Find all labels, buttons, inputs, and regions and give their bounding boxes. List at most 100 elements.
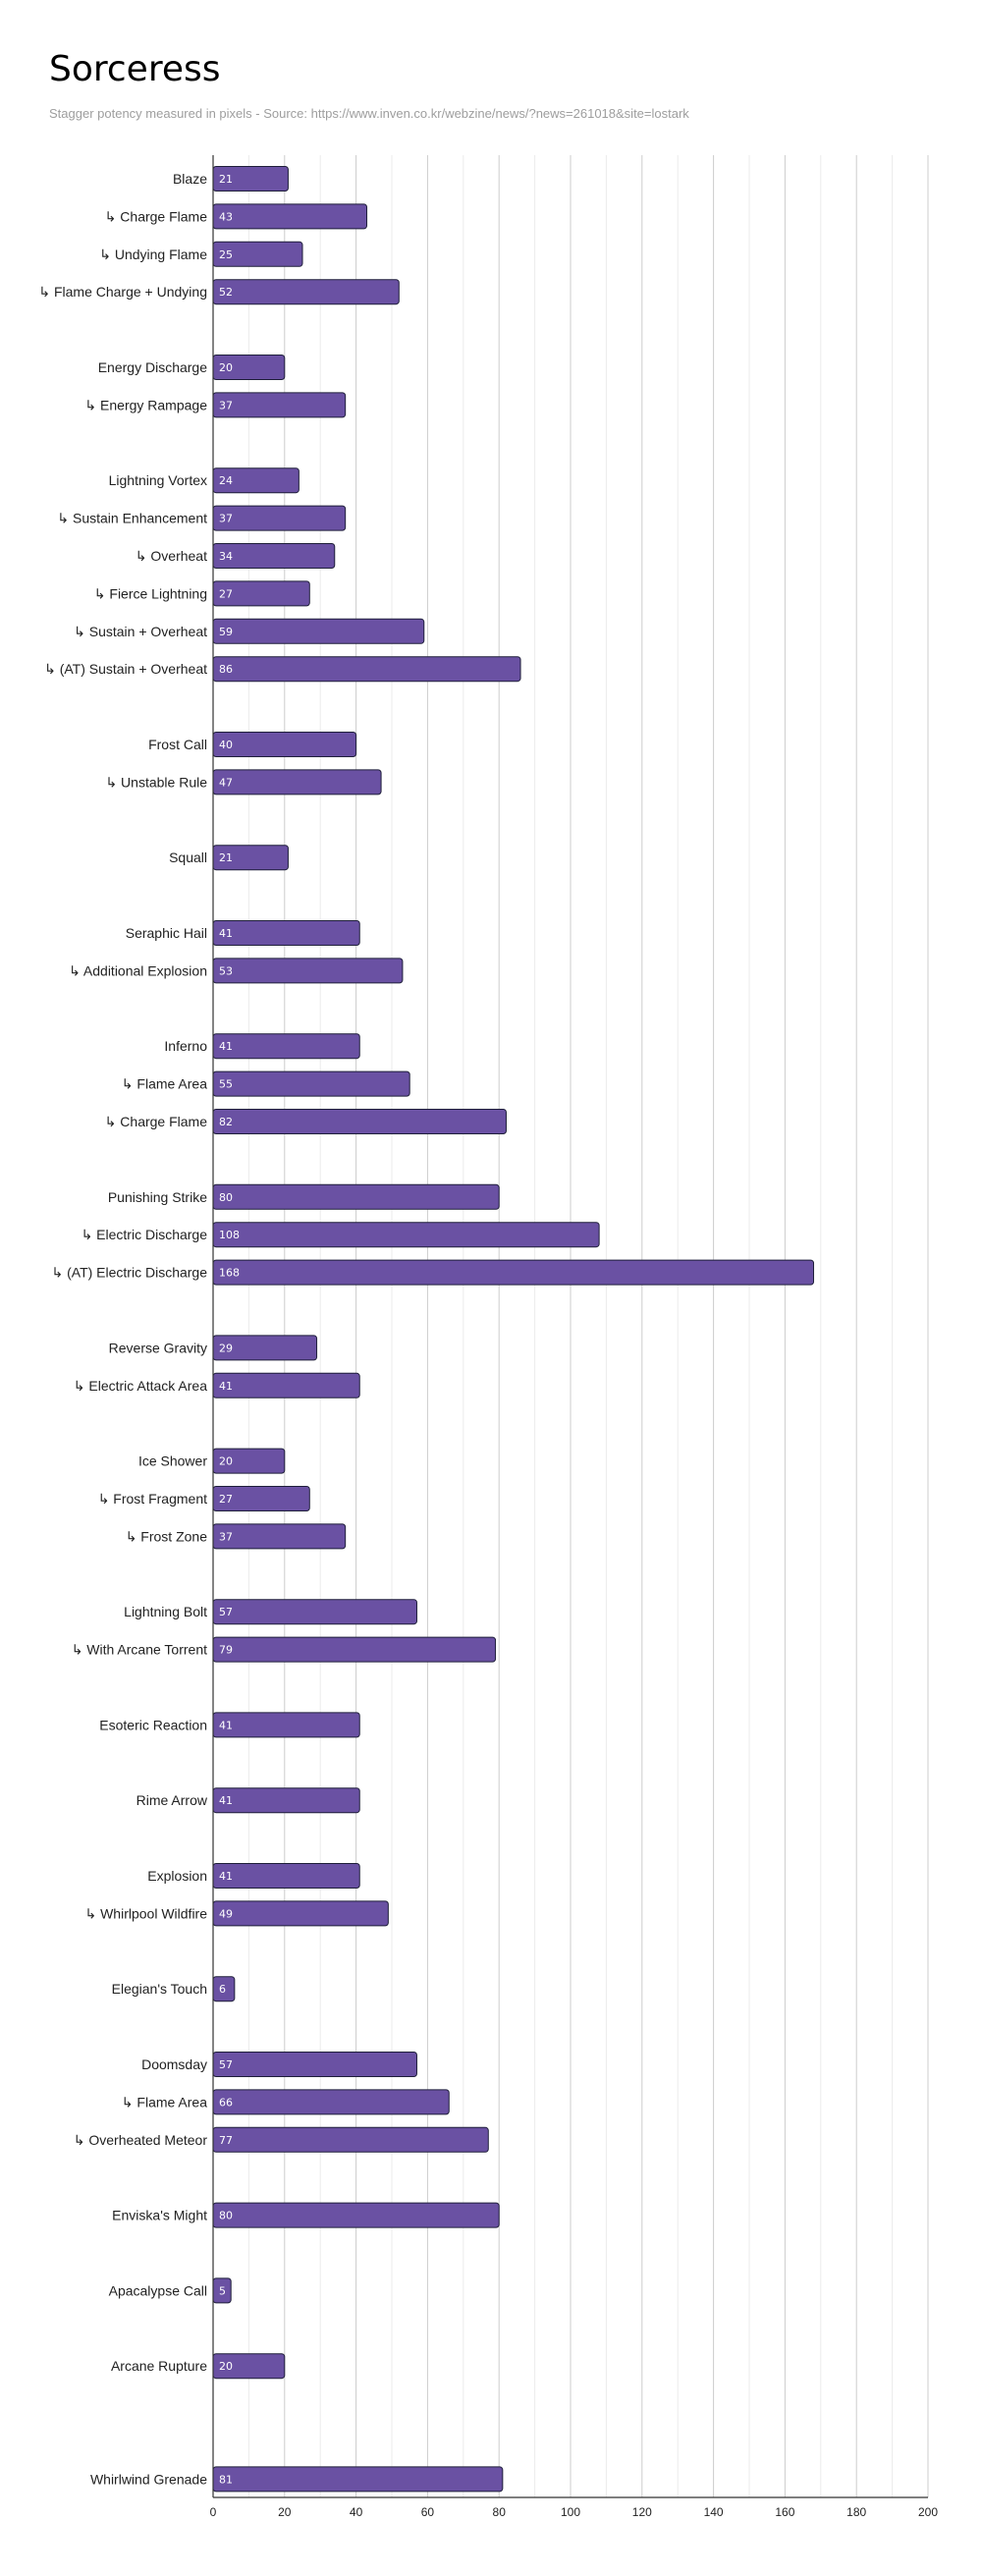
bar [212, 1259, 815, 1286]
category-label: ↳ Whirlpool Wildfire [84, 1905, 207, 1921]
category-label: ↳ Undying Flame [99, 247, 207, 262]
data-label: 37 [219, 513, 233, 525]
bar [212, 279, 400, 305]
category-label: Arcane Rupture [111, 2358, 207, 2374]
data-label: 21 [219, 173, 233, 186]
category-label: Enviska's Might [112, 2208, 207, 2223]
bar [212, 392, 347, 418]
category-label: Blaze [173, 171, 207, 187]
data-label: 34 [219, 550, 233, 563]
bar [212, 1372, 360, 1398]
data-label: 37 [219, 399, 233, 411]
x-tick-label: 60 [421, 2505, 435, 2519]
data-label: 41 [219, 1040, 233, 1053]
bar [212, 920, 360, 946]
data-label: 37 [219, 1530, 233, 1543]
category-label: Inferno [164, 1038, 207, 1054]
data-label: 41 [219, 927, 233, 940]
data-label: 41 [219, 1870, 233, 1883]
category-label: Esoteric Reaction [99, 1717, 207, 1732]
category-label: Lightning Vortex [109, 472, 207, 488]
category-label: Seraphic Hail [126, 925, 207, 941]
category-label: ↳ Overheated Meteor [74, 2132, 208, 2148]
data-label: 21 [219, 851, 233, 864]
bar [212, 2466, 504, 2493]
category-label: ↳ Sustain + Overheat [74, 624, 207, 639]
bar [212, 1599, 417, 1625]
category-labels: Blaze ↳ Charge Flame ↳ Undying Flame ↳ Flam… [38, 171, 208, 2487]
data-label: 77 [219, 2134, 233, 2147]
bar [212, 505, 347, 531]
bar [212, 203, 368, 230]
bar [212, 2052, 417, 2077]
data-label: 80 [219, 2210, 233, 2222]
bar [212, 1523, 347, 1550]
bar [212, 618, 425, 644]
x-tick-label: 0 [210, 2505, 217, 2519]
data-label: 66 [219, 2096, 233, 2109]
data-label: 24 [219, 474, 233, 487]
data-label: 55 [219, 1078, 233, 1091]
category-label: Doomsday [141, 2056, 207, 2072]
chart-title: Sorceress [49, 49, 221, 89]
category-label: Apacalypse Call [109, 2282, 207, 2298]
bar [212, 2202, 500, 2228]
bar [212, 1222, 600, 1248]
category-label: ↳ Frost Fragment [98, 1491, 207, 1507]
bar [212, 1070, 410, 1097]
bar [212, 1712, 360, 1738]
data-label: 108 [219, 1229, 240, 1241]
category-label: Explosion [147, 1868, 207, 1884]
data-label: 168 [219, 1267, 240, 1280]
data-label: 49 [219, 1907, 233, 1920]
category-label: ↳ Flame Area [122, 1076, 207, 1092]
data-label: 29 [219, 1342, 233, 1354]
data-label: 20 [219, 2360, 233, 2373]
bar [212, 1033, 360, 1060]
x-tick-label: 20 [278, 2505, 292, 2519]
category-label: ↳ Electric Discharge [82, 1227, 208, 1242]
category-label: ↳ Electric Attack Area [74, 1378, 207, 1394]
category-label: Lightning Bolt [124, 1604, 207, 1619]
data-label: 47 [219, 776, 233, 789]
category-label: Squall [169, 850, 207, 865]
category-label: Energy Discharge [98, 359, 207, 375]
data-label: 5 [219, 2284, 226, 2297]
category-label: ↳ Overheat [136, 548, 207, 564]
data-label: 80 [219, 1191, 233, 1204]
bar [212, 958, 404, 984]
data-label: 86 [219, 663, 233, 676]
data-label: 52 [219, 286, 233, 299]
x-axis: 0 20 40 60 80 100 120 140 160 180 200 [210, 155, 938, 2519]
bar [212, 1109, 507, 1134]
category-label: ↳ Charge Flame [105, 208, 208, 224]
category-label: ↳ (AT) Electric Discharge [52, 1265, 208, 1281]
category-label: ↳ Sustain Enhancement [57, 511, 207, 526]
data-label: 41 [219, 1794, 233, 1807]
category-label: Ice Shower [138, 1453, 207, 1469]
x-tick-label: 40 [350, 2505, 363, 2519]
category-label: Whirlwind Grenade [90, 2471, 207, 2487]
category-label: ↳ Charge Flame [105, 1114, 208, 1129]
bar [212, 1863, 360, 1889]
x-tick-label: 100 [561, 2505, 580, 2519]
data-label: 59 [219, 626, 233, 638]
bar [212, 1787, 360, 1814]
category-label: ↳ (AT) Sustain + Overheat [44, 661, 207, 677]
category-label: ↳ Fierce Lightning [94, 585, 207, 601]
data-label: 20 [219, 361, 233, 374]
chart-subtitle: Stagger potency measured in pixels - Sou… [49, 106, 689, 121]
category-label: ↳ Energy Rampage [84, 397, 207, 412]
x-tick-label: 120 [632, 2505, 652, 2519]
bar [212, 1900, 389, 1927]
category-label: ↳ Flame Area [122, 2094, 207, 2110]
bar [212, 656, 521, 683]
data-label: 53 [219, 964, 233, 977]
category-label: Punishing Strike [108, 1189, 207, 1205]
bar [212, 769, 382, 795]
data-label: 20 [219, 1455, 233, 1468]
bar [212, 1636, 497, 1663]
data-label: 41 [219, 1719, 233, 1731]
category-label: Rime Arrow [136, 1792, 208, 1808]
